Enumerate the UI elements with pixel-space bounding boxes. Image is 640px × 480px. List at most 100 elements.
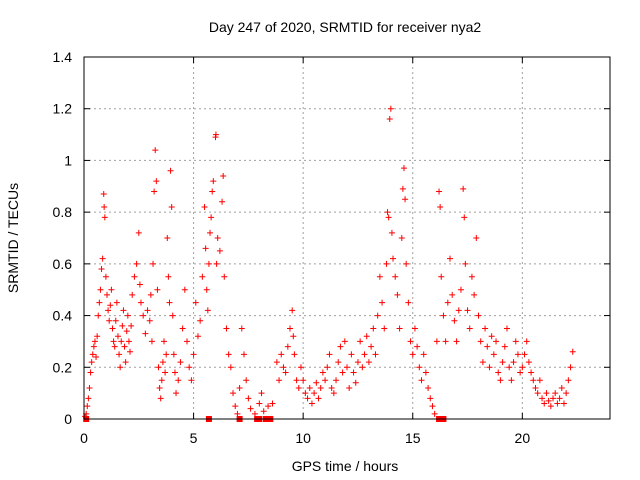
data-point — [173, 390, 180, 397]
data-point — [245, 395, 252, 402]
data-point — [110, 338, 117, 345]
data-point — [365, 359, 372, 366]
data-point — [168, 203, 175, 210]
data-point — [102, 273, 109, 280]
data-point — [418, 377, 425, 384]
data-point — [330, 390, 337, 397]
data-point — [186, 364, 193, 371]
data-point — [120, 307, 127, 314]
data-point — [532, 384, 539, 391]
data-point — [158, 377, 165, 384]
data-point — [205, 260, 212, 267]
data-point — [89, 351, 96, 358]
data-point — [394, 291, 401, 298]
data-point — [352, 379, 359, 386]
data-point — [160, 338, 167, 345]
data-point — [306, 384, 313, 391]
data-point — [99, 255, 106, 262]
data-point — [411, 325, 418, 332]
data-point — [113, 299, 120, 306]
data-point — [442, 338, 449, 345]
data-point — [225, 351, 232, 358]
data-point — [311, 390, 318, 397]
data-point — [108, 286, 115, 293]
data-point — [354, 359, 361, 366]
data-point — [381, 325, 388, 332]
data-point — [212, 131, 219, 138]
data-point — [84, 403, 91, 410]
data-point — [216, 247, 223, 254]
data-point — [94, 333, 101, 340]
data-point — [560, 400, 567, 407]
data-point — [569, 348, 576, 355]
data-point — [98, 266, 105, 273]
data-point — [326, 351, 333, 358]
data-point — [319, 369, 326, 376]
data-point — [135, 229, 142, 236]
data-point — [151, 188, 158, 195]
x-tick-label: 0 — [80, 430, 88, 446]
data-point — [457, 286, 464, 293]
data-point — [567, 364, 574, 371]
y-tick-label: 1 — [64, 152, 72, 168]
data-point — [488, 333, 495, 340]
data-point — [414, 343, 421, 350]
data-point — [293, 377, 300, 384]
data-point — [116, 351, 123, 358]
data-point — [514, 351, 521, 358]
data-point — [372, 351, 379, 358]
data-point — [154, 286, 161, 293]
data-point — [121, 343, 128, 350]
data-point — [170, 351, 177, 358]
data-point — [317, 384, 324, 391]
data-point — [227, 364, 234, 371]
data-point — [101, 214, 108, 221]
x-tick-label: 5 — [190, 430, 198, 446]
data-point — [295, 384, 302, 391]
data-point — [91, 338, 98, 345]
data-point — [260, 408, 267, 415]
data-point — [416, 364, 423, 371]
x-tick-label: 20 — [515, 430, 531, 446]
data-point — [223, 325, 230, 332]
y-tick-label: 0.2 — [53, 359, 73, 375]
data-point — [536, 377, 543, 384]
data-point — [497, 377, 504, 384]
data-point — [140, 312, 147, 319]
data-point — [521, 351, 528, 358]
x-axis-label: GPS time / hours — [292, 458, 399, 474]
data-point — [455, 307, 462, 314]
data-point — [420, 351, 427, 358]
data-point — [273, 359, 280, 366]
data-point — [387, 105, 394, 112]
data-point — [370, 325, 377, 332]
data-point — [269, 400, 276, 407]
data-point — [125, 338, 132, 345]
data-point — [155, 364, 162, 371]
data-point — [289, 307, 296, 314]
data-point — [440, 312, 447, 319]
data-point — [197, 317, 204, 324]
data-point — [210, 178, 217, 185]
data-point — [87, 369, 94, 376]
data-point — [156, 384, 163, 391]
data-point — [221, 273, 228, 280]
data-point — [112, 317, 119, 324]
data-point — [407, 338, 414, 345]
data-point — [451, 317, 458, 324]
data-points — [82, 105, 576, 422]
y-tick-label: 0.6 — [53, 256, 73, 272]
data-point — [127, 348, 134, 355]
data-point — [109, 325, 116, 332]
data-point — [136, 281, 143, 288]
data-point — [251, 410, 258, 417]
data-point — [361, 351, 368, 358]
data-point — [153, 178, 160, 185]
y-axis-label: SRMTID / TECUs — [5, 183, 21, 293]
data-point — [490, 351, 497, 358]
data-point — [142, 330, 149, 337]
data-point — [346, 384, 353, 391]
data-point — [144, 307, 151, 314]
data-point — [392, 273, 399, 280]
